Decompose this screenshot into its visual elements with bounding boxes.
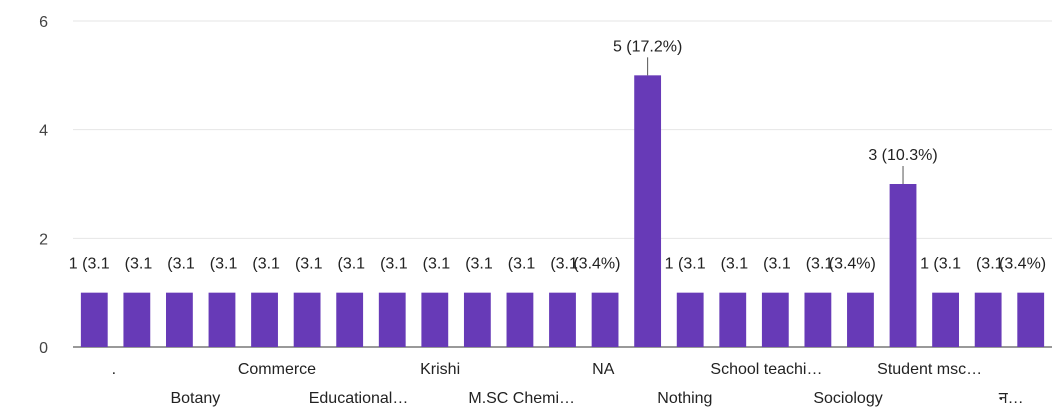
data-label-6: (3.1 — [338, 256, 366, 273]
bar-4 — [251, 292, 278, 347]
bar-20 — [932, 292, 959, 347]
x-tick-label-3: Educational… — [309, 390, 409, 407]
bar-14 — [676, 292, 704, 347]
data-label-20: 1 (3.1 — [920, 256, 961, 273]
data-label-5: (3.1 — [295, 256, 323, 273]
data-label-9: (3.1 — [465, 256, 493, 273]
y-tick-label-0: 0 — [39, 340, 48, 357]
data-label-21: (3.1 — [976, 256, 1004, 273]
x-tick-label-7: Nothing — [657, 390, 712, 407]
bar-9 — [463, 292, 491, 347]
bar-22 — [1017, 292, 1045, 347]
bar-18 — [847, 292, 874, 347]
x-tick-label-5: M.SC Chemi… — [468, 390, 575, 407]
x-tick-label-1: Botany — [170, 390, 220, 407]
x-tick-label-9: Sociology — [813, 390, 882, 407]
x-tick-label-11: न… — [999, 390, 1024, 407]
bars — [80, 75, 1045, 347]
data-label-17: (3.1 — [806, 256, 834, 273]
bar-8 — [421, 292, 449, 347]
bar-15 — [719, 292, 747, 347]
x-axis-ticks: . Botany Commerce Educational… Krishi M.SC Ch… — [112, 361, 1024, 407]
x-tick-label-4: Krishi — [420, 361, 460, 378]
bar-21 — [974, 292, 1002, 347]
y-tick-label-2: 4 — [39, 123, 48, 140]
x-tick-label-6: NA — [592, 361, 615, 378]
data-label-10: (3.1 — [508, 256, 536, 273]
x-tick-label-8: School teachi… — [710, 361, 822, 378]
bar-2 — [166, 292, 193, 347]
data-label-13: 5 (17.2%) — [613, 38, 682, 55]
bar-10 — [506, 292, 534, 347]
data-label-2: (3.1 — [167, 256, 195, 273]
bar-3 — [208, 292, 236, 347]
x-tick-label-0: . — [112, 361, 116, 378]
bar-1 — [123, 292, 151, 347]
bar-0 — [80, 292, 108, 347]
bar-13 — [634, 75, 662, 347]
data-label-4: (3.1 — [252, 256, 280, 273]
y-tick-label-1: 2 — [39, 231, 48, 248]
data-label-1: (3.1 — [125, 256, 153, 273]
data-label-19: 3 (10.3%) — [868, 147, 937, 164]
bar-7 — [378, 292, 406, 347]
data-label-8: (3.1 — [423, 256, 451, 273]
data-labels: 1 (3.1 (3.1 (3.1 (3.1 (3.1 (3.1 (3.1 (3.1 (3.1 (3… — [69, 38, 1046, 272]
x-tick-label-2: Commerce — [238, 361, 316, 378]
data-label-0: 1 (3.1 — [69, 256, 110, 273]
bar-6 — [336, 292, 364, 347]
data-label-3: (3.1 — [210, 256, 238, 273]
data-label-15: (3.1 — [721, 256, 749, 273]
data-label-14: 1 (3.1 — [665, 256, 706, 273]
y-axis-ticks: 0 2 4 6 — [39, 14, 48, 357]
bar-5 — [293, 292, 321, 347]
bar-11 — [549, 292, 576, 347]
bar-19 — [889, 184, 917, 347]
y-tick-label-3: 6 — [39, 14, 48, 31]
bar-17 — [804, 292, 832, 347]
x-tick-label-10: Student msc… — [877, 361, 982, 378]
data-label-7: (3.1 — [380, 256, 408, 273]
bar-16 — [761, 292, 789, 347]
bar-12 — [591, 292, 619, 347]
data-label-18: (3.4%) — [829, 256, 876, 273]
data-label-22: (3.4%) — [999, 256, 1046, 273]
data-label-16: (3.1 — [763, 256, 791, 273]
data-label-11: (3.1 — [550, 256, 578, 273]
data-label-12: (3.4%) — [573, 256, 620, 273]
